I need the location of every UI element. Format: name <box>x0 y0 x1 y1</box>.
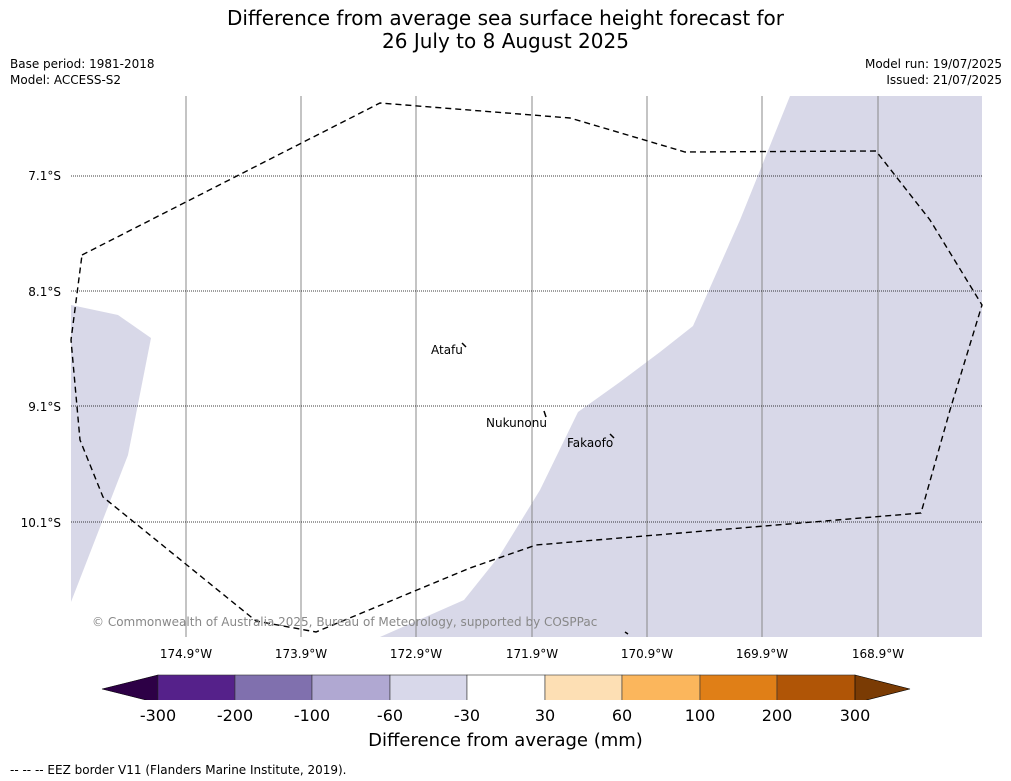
place-label-fakaofo: Fakaofo <box>567 436 613 450</box>
colorbar-segment <box>157 674 236 700</box>
base-period-text: Base period: 1981-2018 <box>10 57 155 71</box>
lon-label: 169.9°W <box>736 647 788 661</box>
lon-label: 173.9°W <box>275 647 327 661</box>
colorbar-tick-label: 200 <box>761 706 793 725</box>
issued-text: Issued: 21/07/2025 <box>886 73 1002 87</box>
map-title-line2: 26 July to 8 August 2025 <box>382 29 629 53</box>
lat-label: 10.1°S <box>21 516 61 530</box>
place-label-nukunonu: Nukunonu <box>486 416 547 430</box>
colorbar-segment <box>389 674 468 700</box>
lon-label: 170.9°W <box>621 647 673 661</box>
map-title-line1: Difference from average sea surface heig… <box>226 6 785 30</box>
colorbar-segment <box>699 674 778 700</box>
colorbar-tick-label: -100 <box>293 706 331 725</box>
colorbar-extend-high <box>854 674 911 700</box>
place-label-atafu: Atafu <box>431 343 463 357</box>
nukunonu-island-shape <box>543 410 547 418</box>
lon-label: 168.9°W <box>852 647 904 661</box>
colorbar-tick-label: 60 <box>611 706 633 725</box>
lon-label: 171.9°W <box>506 647 558 661</box>
lat-label: 7.1°S <box>28 169 61 183</box>
colorbar-segment <box>466 674 546 700</box>
lat-label: 8.1°S <box>28 285 61 299</box>
anomaly-region-west <box>71 305 151 602</box>
colorbar <box>101 674 911 700</box>
colorbar-tick-label: -60 <box>376 706 404 725</box>
lon-label: 174.9°W <box>160 647 212 661</box>
map-area: Atafu Nukunonu Fakaofo 7.1°S 8.1°S 9.1°S… <box>21 96 983 661</box>
colorbar-tick-label: -200 <box>216 706 254 725</box>
colorbar-title: Difference from average (mm) <box>368 730 643 751</box>
anomaly-region-east <box>380 96 982 637</box>
colorbar-extend-low <box>101 674 159 700</box>
colorbar-tick-label: 100 <box>684 706 716 725</box>
colorbar-segment <box>311 674 391 700</box>
swains-island-shape <box>624 631 629 635</box>
lon-label: 172.9°W <box>390 647 442 661</box>
colorbar-tick-label: 30 <box>534 706 556 725</box>
eez-legend-note: -- -- -- EEZ border V11 (Flanders Marine… <box>10 763 347 777</box>
colorbar-tick-label: 300 <box>839 706 871 725</box>
colorbar-tick-label: -30 <box>453 706 481 725</box>
islands <box>461 342 629 635</box>
lat-label: 9.1°S <box>28 400 61 414</box>
fakaofo-island-shape <box>609 433 615 439</box>
model-text: Model: ACCESS-S2 <box>10 73 122 87</box>
colorbar-segment <box>776 674 856 700</box>
map-canvas: Atafu Nukunonu Fakaofo 7.1°S 8.1°S 9.1°S… <box>21 96 983 700</box>
atafu-island-shape <box>461 342 467 348</box>
colorbar-tick-label: -300 <box>139 706 177 725</box>
colorbar-segment <box>621 674 701 700</box>
eez-border <box>70 102 983 633</box>
colorbar-segment <box>544 674 623 700</box>
copyright-text: © Commonwealth of Australia 2025, Bureau… <box>92 615 597 629</box>
colorbar-segment <box>234 674 313 700</box>
model-run-text: Model run: 19/07/2025 <box>864 57 1002 71</box>
